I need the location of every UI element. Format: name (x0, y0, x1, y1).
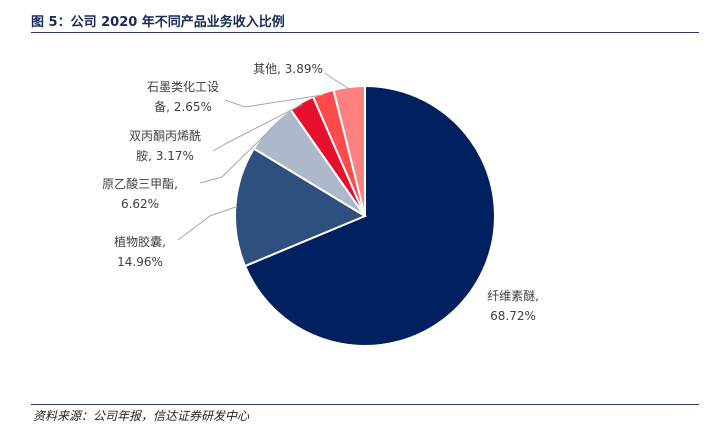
slice-label-5-line1: 石墨类化工设 (147, 80, 219, 94)
figure-header: 图 5：公司 2020 年不同产品业务收入比例 (31, 9, 699, 31)
leader-line-5 (224, 94, 324, 108)
slice-label-1-line2: 68.72% (490, 309, 536, 323)
top-rule (31, 32, 699, 33)
slice-label-4-line1: 双丙酮丙烯酰 (129, 129, 201, 143)
leader-line-3 (199, 128, 272, 184)
bottom-rule (31, 404, 699, 405)
slice-label-3-line2: 6.62% (121, 197, 159, 211)
slice-label-6-line1: 其他, 3.89% (253, 62, 323, 76)
slice-label-4-line2: 胺, 3.17% (136, 149, 194, 163)
slice-labels: 纤维素醚, 68.72% 植物胶囊, 14.96% 原乙酸三甲酯, 6.62% 双丙酮丙烯酰… (102, 62, 539, 323)
slice-label-2-line1: 植物胶囊, (114, 234, 166, 249)
pie-slice-1 (243, 84, 496, 347)
leader-lines (177, 72, 350, 241)
pie-slice-6 (332, 84, 366, 217)
source-note: 资料来源：公司年报，信达证券研发中心 (33, 409, 250, 423)
slice-label-2-line2: 14.96% (117, 255, 163, 269)
leader-line-6 (324, 72, 350, 90)
leader-line-4 (212, 103, 303, 152)
pie-slice-2 (234, 147, 368, 268)
slice-label-1-line1: 纤维素醚, (487, 289, 539, 303)
leader-line-2 (177, 205, 238, 241)
figure-title: 图 5：公司 2020 年不同产品业务收入比例 (31, 15, 285, 30)
slice-label-5-line2: 备, 2.65% (154, 100, 212, 114)
pie-slices (234, 84, 496, 347)
slice-label-3-line1: 原乙酸三甲酯, (102, 176, 178, 191)
